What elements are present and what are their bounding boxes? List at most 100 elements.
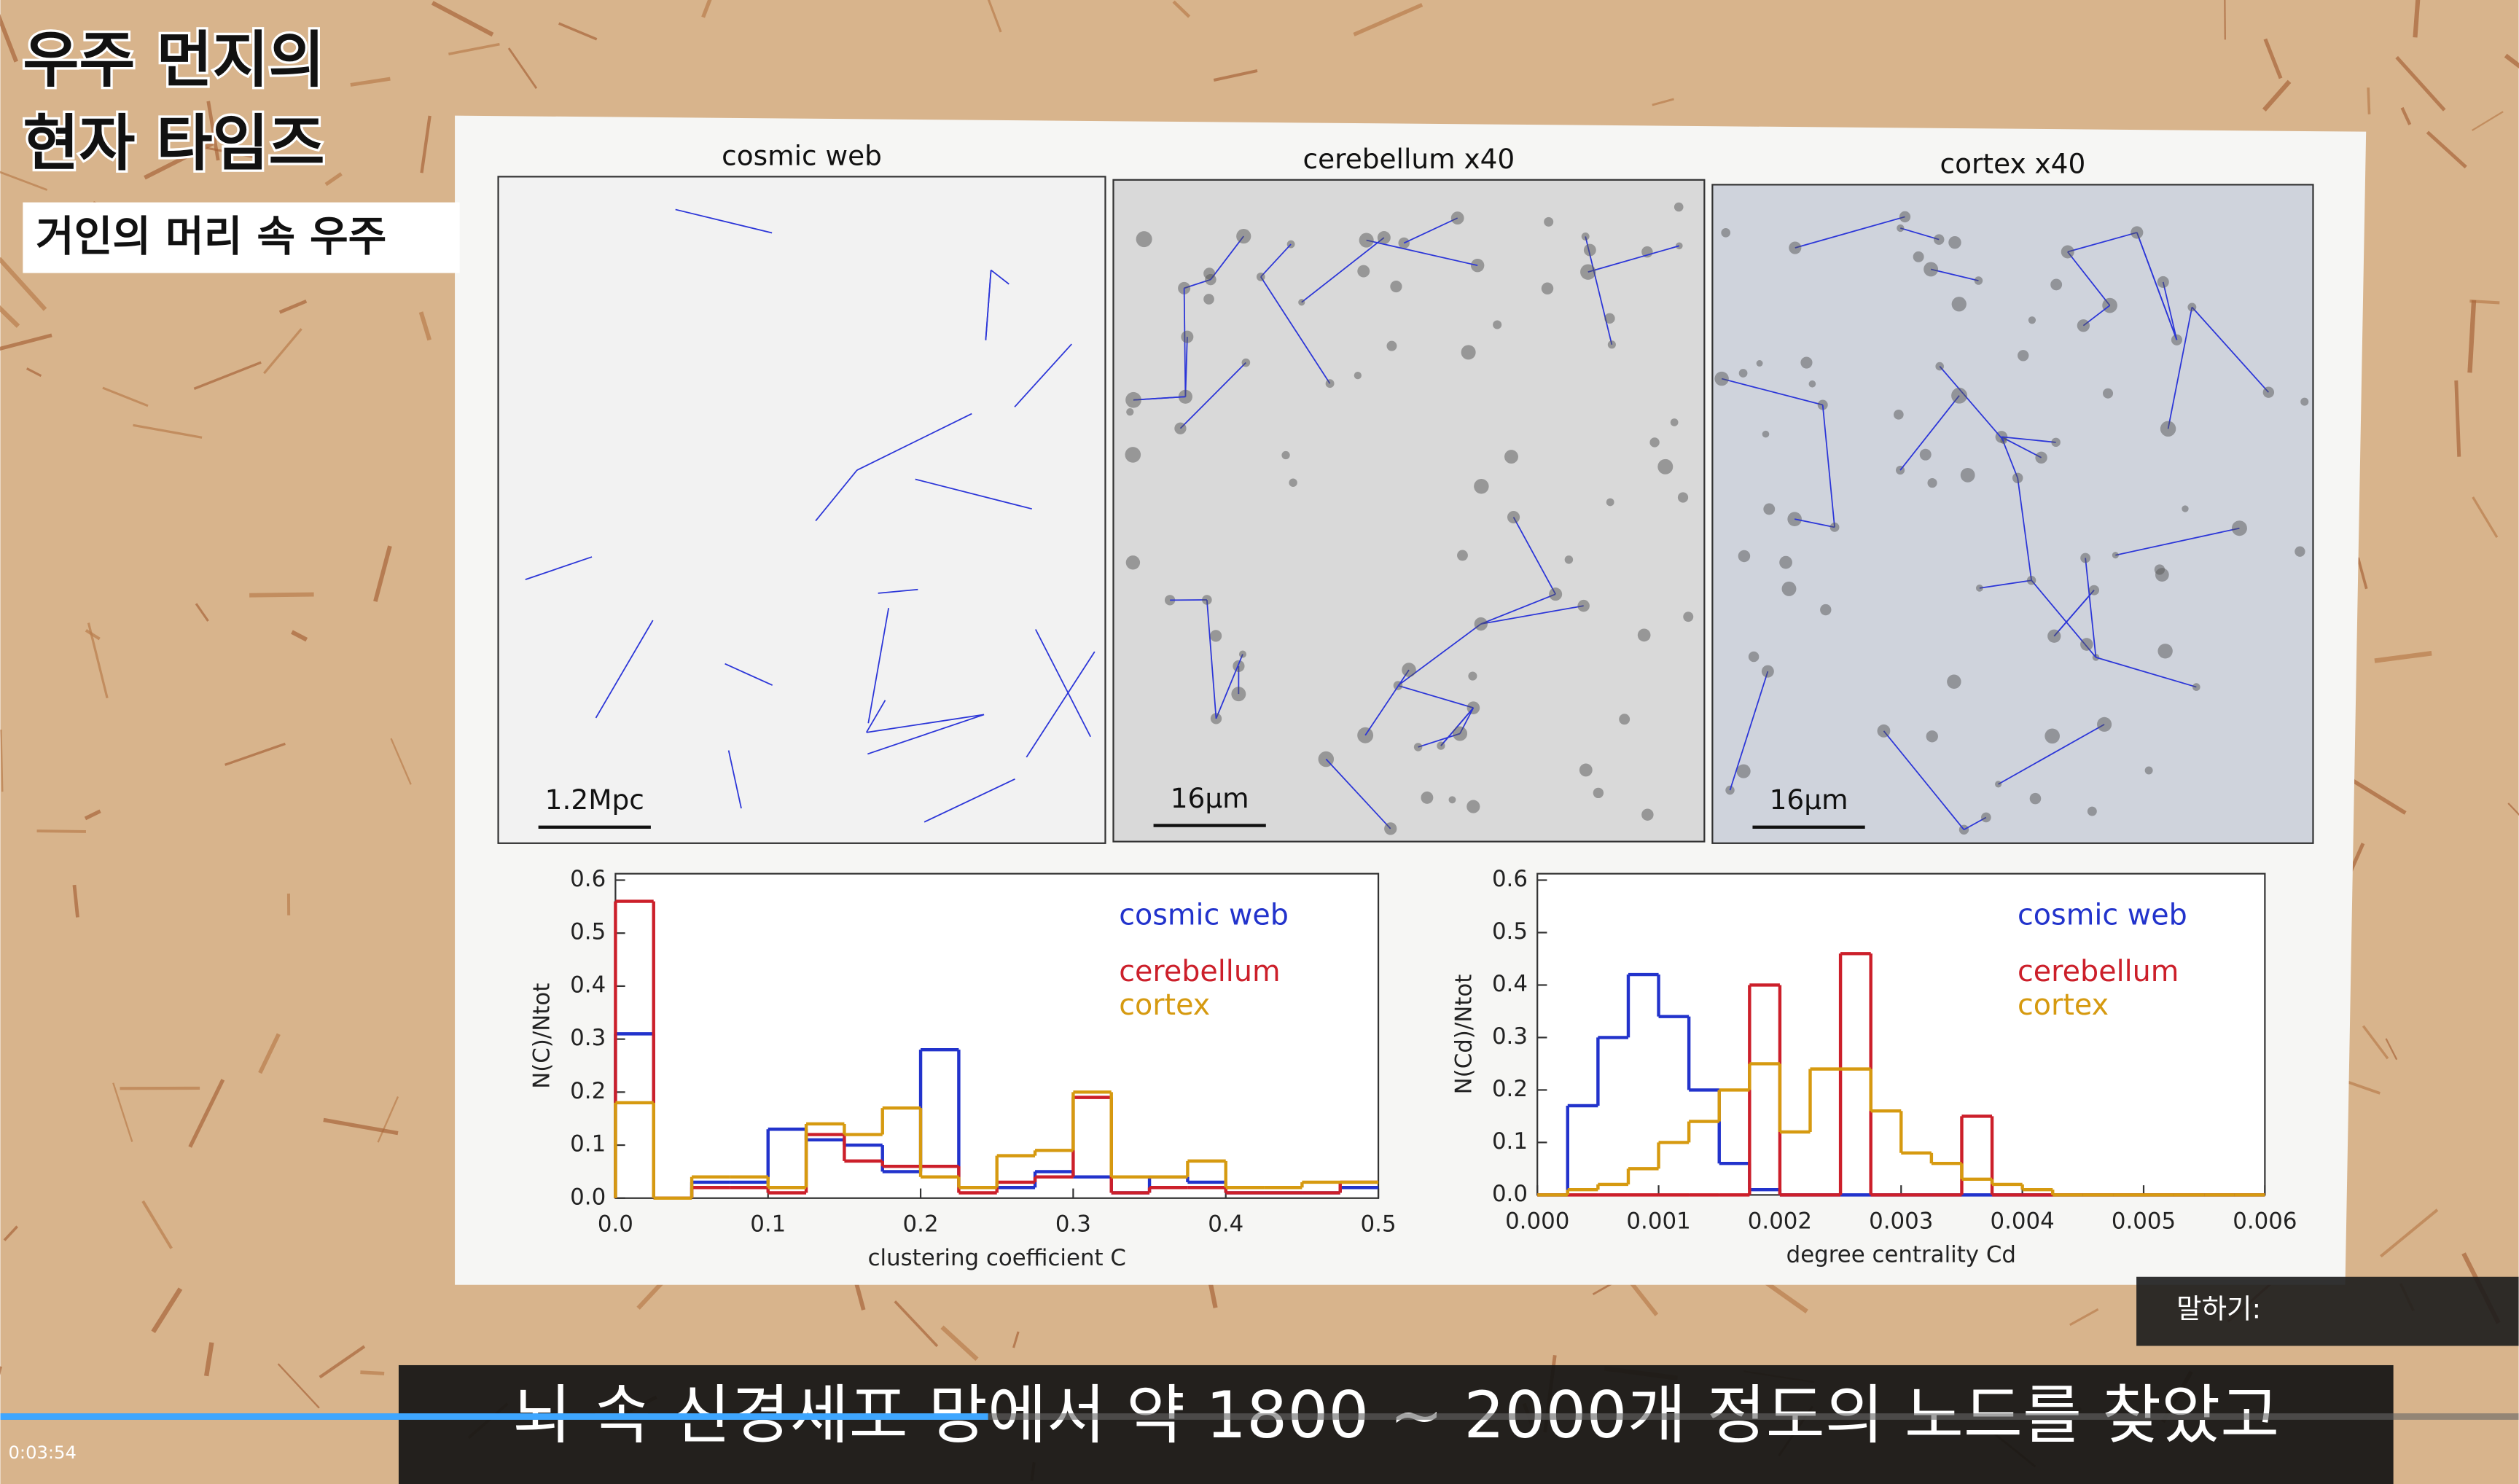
node (1256, 272, 1265, 281)
network-edge (2162, 281, 2178, 340)
fiber (141, 1200, 173, 1249)
node (1683, 612, 1694, 622)
fiber (0, 305, 20, 328)
x-tick-label: 0.003 (1869, 1208, 1933, 1234)
node (2045, 728, 2060, 744)
node (1995, 781, 2002, 788)
node (1413, 743, 1423, 751)
network-edge (1260, 243, 1292, 278)
y-tick-label: 0.5 (1492, 918, 1528, 945)
fiber (1764, 1280, 1808, 1313)
network-edge (1325, 758, 1391, 829)
node (2160, 421, 2176, 437)
node (1933, 234, 1945, 245)
node (2295, 546, 2305, 557)
fiber (507, 47, 538, 90)
node (1657, 458, 1674, 475)
fiber (3, 1225, 18, 1241)
node (1461, 345, 1476, 360)
node (1877, 724, 1891, 738)
node (1738, 550, 1751, 563)
x-tick-label: 0.5 (1361, 1211, 1397, 1238)
node (1203, 294, 1214, 305)
network-edge (866, 714, 985, 733)
network-edge (2067, 232, 2138, 253)
panel-label: cortex x40 (1940, 147, 2086, 179)
network-edge (2115, 527, 2240, 556)
fiber (987, 0, 1002, 33)
node (2087, 806, 2097, 816)
node (1738, 369, 1748, 378)
fiber (894, 1300, 939, 1348)
panel-image (497, 176, 1106, 844)
network-edge (1133, 396, 1186, 401)
network-edge (2067, 251, 2111, 306)
speak-label: 말하기: (2176, 1293, 2261, 1325)
y-tick-label: 0.1 (570, 1131, 606, 1157)
network-edge (1480, 605, 1584, 625)
x-tick-label: 0.000 (1505, 1208, 1569, 1234)
legend-entry: cerebellum (1119, 955, 1280, 988)
fiber (2069, 1308, 2099, 1327)
legend-entry: cortex (1119, 988, 1210, 1022)
node (1674, 202, 1684, 212)
node (1504, 450, 1518, 464)
node (1125, 447, 1141, 463)
network-edge (2001, 436, 2042, 458)
network-edge (1512, 517, 1556, 595)
fiber (2400, 106, 2412, 125)
subtitle-box (23, 202, 460, 273)
node (1593, 787, 1604, 799)
node (2029, 792, 2042, 805)
fiber (188, 1079, 225, 1148)
node (1181, 330, 1194, 343)
node (1241, 358, 1251, 367)
fiber (85, 629, 101, 641)
scale-label: 16μm (1171, 782, 1249, 814)
fiber (319, 1345, 366, 1379)
network-edge (1939, 365, 2004, 442)
fiber (72, 884, 79, 918)
node (1136, 231, 1152, 248)
network-edge (2053, 590, 2095, 637)
node (1549, 587, 1563, 601)
plot-frame (614, 872, 1380, 1199)
node (2077, 319, 2090, 332)
y-tick-label: 0.6 (570, 866, 606, 892)
fiber (2374, 651, 2432, 663)
fiber (940, 1325, 979, 1362)
node (1763, 503, 1776, 515)
node (1448, 796, 1456, 804)
y-tick-label: 0.5 (570, 919, 606, 945)
node (1544, 216, 1554, 227)
progress-track[interactable] (0, 1413, 2519, 1420)
fiber (2426, 130, 2467, 169)
node (1398, 237, 1410, 249)
progress-played[interactable] (0, 1413, 988, 1420)
node (1421, 791, 1434, 804)
network-edge (985, 270, 992, 340)
network-edge (1210, 235, 1244, 281)
fiber (377, 1096, 399, 1143)
network-edge (1440, 707, 1475, 746)
network-edge (1026, 651, 1096, 758)
node (1390, 280, 1402, 293)
y-tick-label: 0.6 (1492, 866, 1528, 892)
fiber (0, 14, 18, 63)
network-edge (2017, 477, 2032, 581)
node (2097, 716, 2112, 732)
network-edge (2136, 232, 2178, 340)
node (1670, 418, 1679, 426)
x-tick-label: 0.001 (1626, 1208, 1690, 1234)
node (1829, 522, 1840, 532)
network-edge (1418, 733, 1461, 748)
node (2051, 437, 2061, 448)
fiber (224, 742, 286, 766)
node (1493, 320, 1502, 329)
node (1450, 211, 1464, 225)
x-tick-label: 0.002 (1748, 1208, 1812, 1234)
network-edge (1014, 343, 1072, 407)
fiber (1012, 1331, 1020, 1348)
node (1761, 665, 1774, 678)
network-edge (1260, 276, 1331, 384)
